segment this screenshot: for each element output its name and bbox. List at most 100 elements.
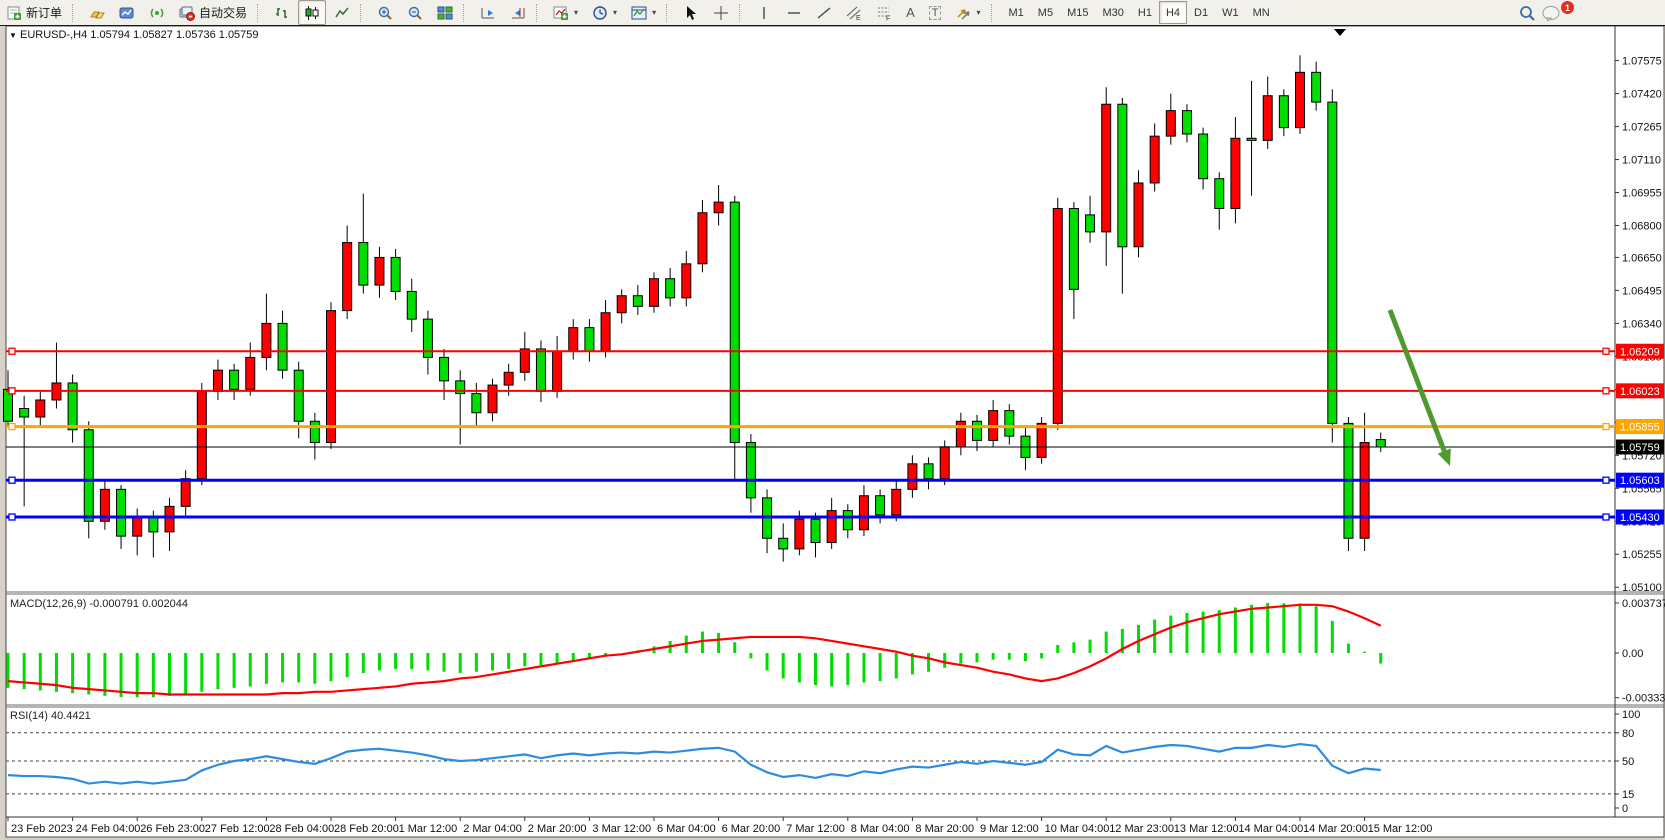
chart-symbol-period: EURUSD-,H4	[19, 29, 88, 41]
timeframe-button-m5[interactable]: M5	[1037, 6, 1054, 19]
candle-up	[1359, 442, 1370, 539]
line-chart-mode-button[interactable]	[328, 0, 356, 25]
candle-up	[568, 327, 579, 352]
chevron-down-icon: ▾	[976, 8, 981, 17]
zoom-in-icon	[377, 5, 393, 21]
candle-down	[148, 516, 159, 533]
price-tick-label: 1.07110	[1622, 155, 1661, 167]
trendline-icon	[816, 5, 832, 21]
zoom-out-button[interactable]	[401, 0, 429, 25]
new-order-button[interactable]: 新订单	[0, 0, 68, 25]
hline-anchor[interactable]	[1602, 422, 1610, 431]
horizontal-line-tool-button[interactable]	[780, 0, 808, 25]
timeframe-button-m1[interactable]: M1	[1008, 6, 1024, 19]
candle-up	[939, 446, 950, 480]
arrow-annotation-head[interactable]	[1437, 448, 1451, 466]
auto-scroll-button[interactable]	[474, 0, 502, 25]
timeframe-button-w1[interactable]: W1	[1222, 6, 1239, 19]
market-watch-icon	[119, 5, 135, 21]
toolbar-separator	[360, 3, 367, 22]
hline-anchor[interactable]	[1602, 476, 1610, 484]
candle-down	[116, 488, 127, 537]
autotrading-label: 自动交易	[199, 6, 248, 20]
hline-anchor[interactable]	[1602, 387, 1610, 395]
candle-down	[665, 278, 676, 299]
fibonacci-tool-button[interactable]: F	[870, 0, 898, 25]
candle-down	[1068, 207, 1079, 290]
candle-down	[455, 380, 466, 395]
arrow-annotation-shaft[interactable]	[1387, 309, 1447, 452]
zoom-in-button[interactable]	[371, 0, 399, 25]
candle-down	[1311, 71, 1322, 103]
autotrading-icon	[179, 5, 196, 21]
time-tick-label: 15 Mar 12:00	[1368, 823, 1433, 835]
timeframe-button-d1[interactable]: D1	[1194, 6, 1209, 19]
trendline-tool-button[interactable]	[810, 0, 838, 25]
chart-shift-marker[interactable]	[1334, 29, 1346, 36]
vertical-line-tool-button[interactable]	[750, 0, 778, 25]
time-tick-label: 8 Mar 20:00	[915, 823, 974, 835]
timeframe-button-mn[interactable]: MN	[1252, 6, 1270, 19]
price-tick-label: 1.05255	[1622, 549, 1662, 561]
indicators-button[interactable]: ▾	[547, 0, 584, 25]
chevron-down-icon: ▾	[652, 8, 657, 17]
time-tick-label: 2 Mar 20:00	[528, 823, 587, 835]
hline-anchor[interactable]	[8, 513, 16, 521]
price-tag-1.05855	[1616, 419, 1664, 435]
time-tick-label: 10 Mar 04:00	[1045, 823, 1110, 835]
bar-chart-mode-button[interactable]	[268, 0, 296, 25]
candle-up	[180, 478, 191, 507]
price-tag-label: 1.05603	[1620, 475, 1660, 487]
hline-anchor[interactable]	[8, 387, 16, 395]
hline-anchor[interactable]	[8, 476, 16, 484]
autotrading-button[interactable]: 自动交易	[173, 0, 253, 25]
ohlc-close: 1.05759	[218, 29, 259, 41]
hline-anchor[interactable]	[1602, 513, 1610, 521]
time-tick-label: 28 Feb 04:00	[269, 823, 334, 835]
candle-up	[1036, 422, 1047, 458]
signals-button[interactable]	[143, 0, 171, 25]
market-watch-button[interactable]	[113, 0, 141, 25]
candle-up	[261, 322, 272, 358]
timeframe-button-m15[interactable]: M15	[1067, 6, 1089, 19]
toolbar-separator	[463, 3, 470, 22]
text-label-tool-button[interactable]: T	[923, 0, 948, 25]
price-tag-1.05759	[1616, 439, 1664, 455]
candle-up	[649, 278, 659, 307]
hline-anchor[interactable]	[8, 347, 16, 355]
timeframe-button-h4[interactable]: H4	[1158, 1, 1187, 24]
hline-anchor[interactable]	[8, 422, 16, 431]
timeframe-button-m30[interactable]: M30	[1102, 6, 1124, 19]
time-tick-label: 27 Feb 12:00	[205, 823, 270, 835]
chart-dropdown-icon[interactable]: ▼	[9, 31, 17, 40]
candle-up	[858, 495, 869, 531]
channel-tool-button[interactable]: E	[840, 0, 868, 25]
arrows-tool-button[interactable]: ▾	[949, 0, 986, 25]
macd-tick-label: -0.003337	[1622, 693, 1665, 705]
ohlc-open: 1.05794	[90, 29, 131, 41]
deposit-button[interactable]	[83, 0, 111, 25]
crosshair-tool-button[interactable]	[707, 0, 735, 25]
price-tick-label: 1.06340	[1622, 318, 1662, 330]
notifications-button[interactable]: 1	[1542, 1, 1574, 22]
signal-waves-icon	[149, 5, 165, 21]
timeframe-button-h1[interactable]: H1	[1137, 6, 1152, 19]
candle-up	[132, 516, 143, 537]
candle-up	[519, 348, 530, 373]
templates-button[interactable]: ▾	[625, 0, 662, 25]
periods-button[interactable]: ▾	[586, 0, 623, 25]
candle-down	[842, 510, 853, 531]
cursor-tool-button[interactable]	[677, 0, 705, 25]
candlestick-mode-button[interactable]	[298, 0, 327, 25]
search-icon[interactable]	[1518, 4, 1535, 21]
text-tool-button[interactable]: A	[900, 0, 921, 25]
chart-shift-button[interactable]	[504, 0, 532, 25]
tile-windows-button[interactable]	[431, 0, 459, 25]
candle-up	[1133, 182, 1144, 248]
candle-up	[342, 242, 353, 312]
text-label-icon: T	[928, 5, 942, 20]
chart-window-background	[6, 26, 1664, 837]
candle-up	[907, 463, 918, 490]
hline-anchor[interactable]	[1602, 347, 1610, 355]
